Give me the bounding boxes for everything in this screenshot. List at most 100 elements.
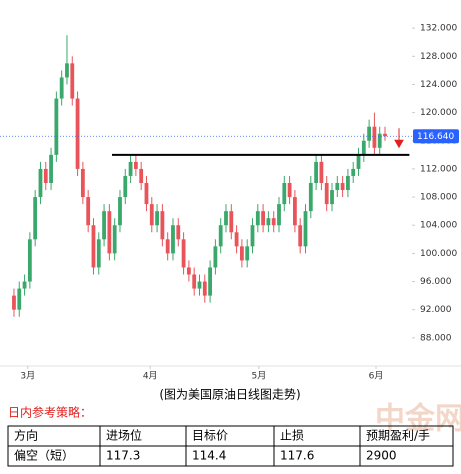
candle-body — [361, 140, 366, 155]
candle-body — [250, 225, 255, 247]
table-cell: 114.4 — [192, 449, 226, 463]
candle-body — [181, 239, 186, 268]
candle-body — [22, 281, 27, 289]
candle-body — [356, 154, 361, 169]
candle-body — [107, 211, 112, 254]
candle-body — [255, 211, 260, 226]
candle-body — [351, 168, 356, 176]
candle-body — [229, 211, 234, 233]
candle-body — [75, 98, 80, 169]
candle-body — [165, 239, 170, 254]
x-tick-label: 3月 — [20, 371, 35, 382]
y-tick-label: 132.000 — [420, 24, 457, 34]
candle-body — [324, 183, 329, 205]
candle-body — [340, 183, 345, 191]
candle-body — [245, 246, 250, 261]
candle-body — [38, 168, 43, 198]
candle-body — [133, 161, 138, 169]
candle-body — [123, 175, 128, 198]
y-tick-label: 108.000 — [420, 193, 457, 203]
candle-body — [59, 77, 64, 99]
y-tick-label: 92.000 — [420, 305, 452, 315]
candle-body — [239, 246, 244, 261]
y-tick-label: 128.000 — [420, 52, 457, 62]
candle-body — [118, 197, 122, 226]
watermark: 中金网 — [375, 402, 461, 437]
candle-body — [70, 63, 75, 99]
candle-body — [383, 133, 387, 137]
candle-body — [144, 183, 149, 205]
x-tick-label: 6月 — [369, 371, 384, 382]
table-header: 止损 — [280, 429, 304, 443]
candle-body — [86, 197, 91, 226]
candle-body — [171, 225, 175, 254]
candle-body — [282, 183, 287, 205]
candle-body — [27, 239, 32, 282]
candle-body — [202, 281, 207, 296]
y-tick-label: 112.000 — [420, 164, 457, 174]
candle-body — [160, 211, 165, 240]
candle-body — [261, 211, 265, 226]
candle-body — [277, 204, 281, 226]
candle-body — [176, 225, 181, 240]
candle-body — [377, 133, 382, 148]
table-header: 预期盈利/手 — [366, 429, 430, 443]
candle-body — [54, 98, 59, 155]
candle-body — [17, 288, 22, 310]
candle-body — [367, 126, 372, 141]
down-arrow — [394, 128, 404, 149]
strategy-table — [7, 425, 454, 467]
candle-body — [208, 267, 212, 296]
candle-body — [346, 175, 350, 191]
candle-body — [213, 246, 218, 268]
y-tick-label: 124.000 — [420, 80, 457, 90]
candle-body — [43, 168, 48, 183]
candle-body — [314, 161, 319, 183]
candle-body — [372, 126, 377, 148]
candle-body — [319, 161, 324, 183]
candle-body — [287, 183, 292, 198]
caption: (图为美国原油日线图走势) — [159, 388, 300, 402]
candle-body — [308, 183, 313, 212]
x-tick-label: 5月 — [251, 371, 266, 382]
candle-body — [186, 267, 191, 275]
candle-body — [303, 211, 308, 247]
candle-body — [33, 197, 38, 240]
candle-body — [91, 225, 96, 268]
candle-body — [139, 168, 144, 183]
table-cell: 117.6 — [280, 449, 314, 463]
candle-body — [96, 239, 101, 268]
table-header: 方向 — [14, 428, 38, 443]
table-header: 目标价 — [192, 429, 228, 443]
y-tick-label: 100.000 — [420, 249, 457, 259]
table-header: 进场位 — [106, 428, 142, 443]
candle-body — [234, 232, 239, 247]
y-tick-label: 88.000 — [420, 333, 452, 343]
candle-body — [192, 274, 197, 289]
candle-body — [128, 161, 133, 176]
strategy-title: 日内参考策略： — [8, 405, 92, 420]
table-cell: 117.3 — [106, 449, 140, 463]
candle-body — [49, 154, 53, 183]
last-price-box — [413, 129, 459, 144]
candle-body — [266, 218, 271, 226]
candle-body — [102, 211, 106, 240]
candle-body — [197, 281, 202, 289]
candle-body — [155, 211, 159, 226]
candle-body — [335, 183, 340, 191]
last-price-label: 116.640 — [417, 132, 454, 142]
y-tick-label: 120.000 — [420, 108, 457, 118]
candle-body — [12, 295, 16, 310]
candle-body — [149, 204, 154, 226]
table-cell: 2900 — [366, 449, 397, 463]
table-cell: 偏空（短） — [14, 448, 74, 463]
candle-body — [65, 63, 69, 78]
candle-body — [330, 190, 334, 205]
candle-body — [298, 225, 303, 247]
candle-body — [271, 218, 276, 226]
candle-body — [80, 168, 85, 198]
candle-body — [293, 197, 297, 226]
candle-body — [112, 225, 117, 254]
candle-body — [224, 211, 228, 226]
